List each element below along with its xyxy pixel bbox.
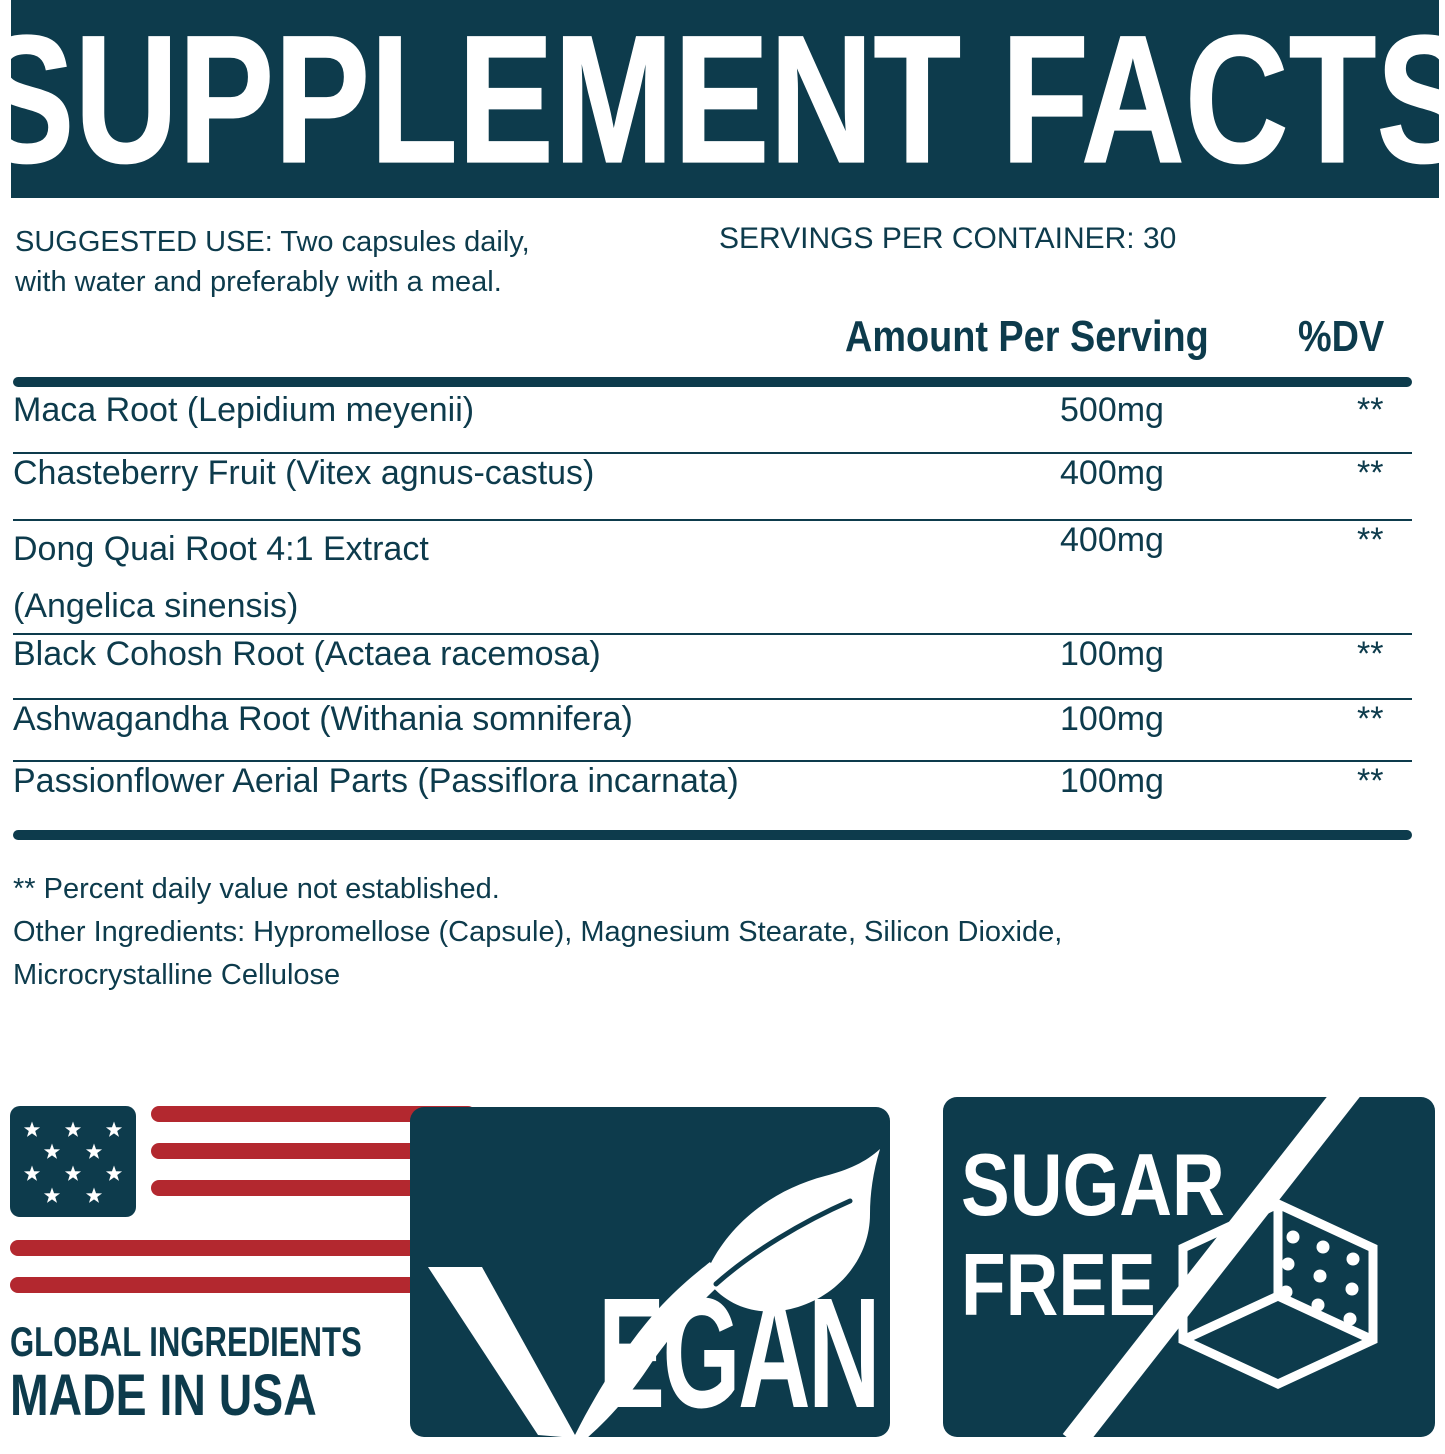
svg-text:EGAN: EGAN (598, 1265, 878, 1437)
svg-text:SUGAR: SUGAR (961, 1137, 1225, 1235)
svg-text:FREE: FREE (961, 1237, 1156, 1335)
